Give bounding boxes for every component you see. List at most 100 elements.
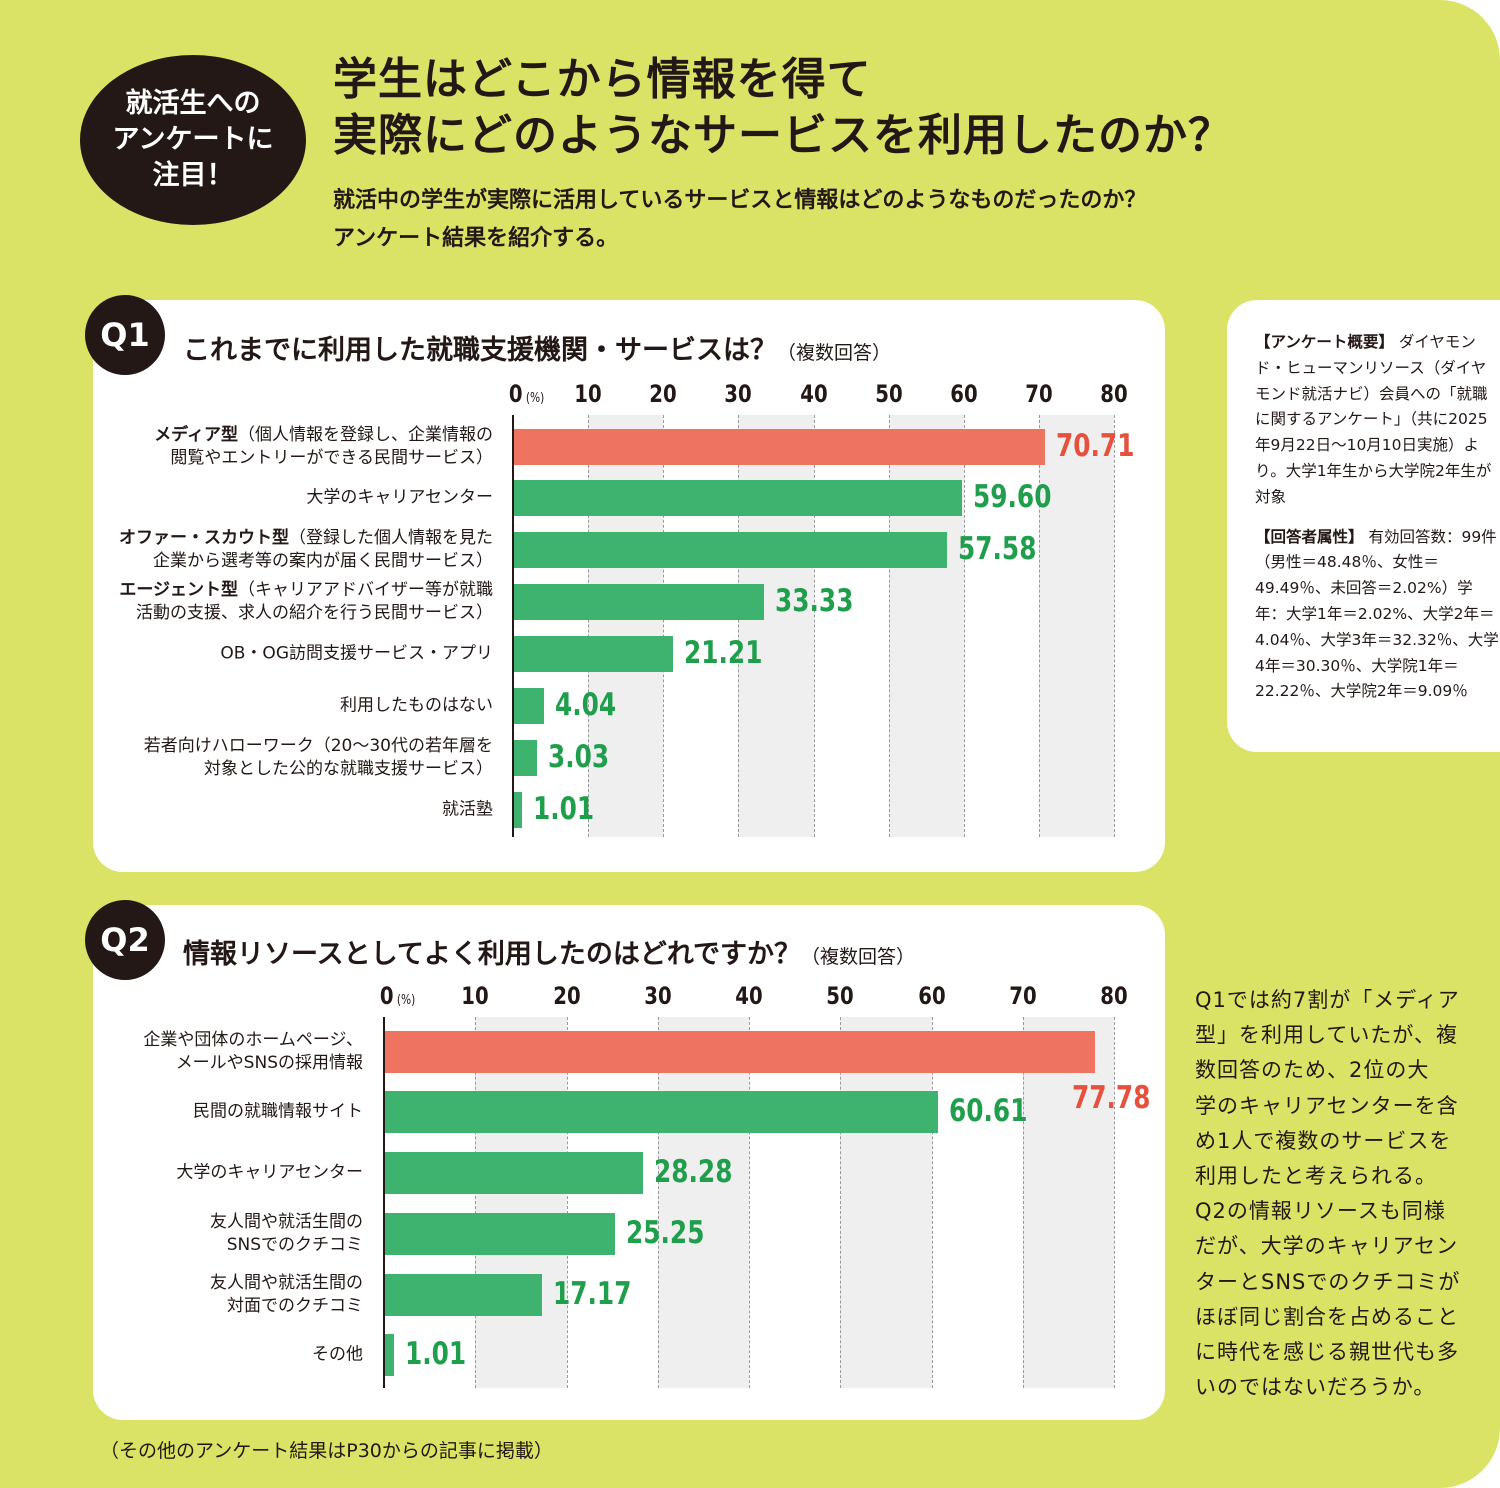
survey-summary: 【アンケート概要】 ダイヤモンド・ヒューマンリソース（ダイヤモンド就活ナビ）会員… xyxy=(1227,300,1500,752)
tick-text: 50 xyxy=(874,380,903,408)
grid-band xyxy=(1022,1017,1114,1388)
tick-label: 60 xyxy=(918,982,945,1010)
tick-text: 30 xyxy=(724,380,753,408)
category-label: OB・OG訪問支援サービス・アプリ xyxy=(220,643,493,666)
category-label: 利用したものはない xyxy=(340,695,493,718)
category-text: 大学のキャリアセンター xyxy=(176,1162,363,1183)
bar xyxy=(385,1334,395,1376)
page-title: 学生はどこから情報を得て 実際にどのようなサービスを利用したのか？ xyxy=(333,54,1233,161)
tick-label: 0 (%) xyxy=(509,380,544,408)
grid-line xyxy=(566,1017,568,1388)
category-label: 友人間や就活生間の SNSでのクチコミ xyxy=(210,1211,363,1257)
grid-band xyxy=(738,415,814,837)
value-label: 25.25 xyxy=(626,1215,705,1251)
category-text: 利用したものはない xyxy=(340,695,493,716)
value-label: 21.21 xyxy=(684,635,763,671)
value-label: 3.03 xyxy=(547,739,609,775)
bar xyxy=(514,480,962,516)
tick-text: 10 xyxy=(461,982,489,1010)
value-label: 59.60 xyxy=(972,479,1052,515)
category-text: （個人情報を登録し、企業情報の 閲覧やエントリーができる民間サービス） xyxy=(170,425,493,468)
category-bold: メディア型 xyxy=(154,425,238,445)
tick-label: 0 (%) xyxy=(380,982,415,1010)
bar xyxy=(514,636,674,672)
category-label: オファー・スカウト型（登録した個人情報を見た 企業から選考等の案内が届く民間サー… xyxy=(119,527,493,573)
grid-line xyxy=(888,415,890,837)
grid-line xyxy=(1114,1017,1115,1388)
category-text: 企業や団体のホームページ、 メールやSNSの採用情報 xyxy=(143,1030,363,1073)
bar xyxy=(385,1091,939,1133)
value-label: 1.01 xyxy=(405,1336,467,1372)
grid-band xyxy=(888,415,964,837)
summary-respondents: 【回答者属性】 有効回答数：99件（男性＝48.48％、女性＝49.49％、未回… xyxy=(1255,525,1500,706)
bar xyxy=(514,584,765,620)
category-label: 民間の就職情報サイト xyxy=(193,1101,363,1124)
category-label: 企業や団体のホームページ、 メールやSNSの採用情報 xyxy=(143,1029,363,1075)
category-text: OB・OG訪問支援サービス・アプリ xyxy=(220,643,493,664)
tick-label: 50 xyxy=(875,380,902,408)
tick-label: 30 xyxy=(725,380,752,408)
grid-line xyxy=(1114,415,1115,837)
category-text: （キャリアアドバイザー等が就職 活動の支援、求人の紹介を行う民間サービス） xyxy=(136,580,493,623)
page-subtitle: 就活中の学生が実際に活用しているサービスと情報はどのようなものだったのか？ アン… xyxy=(333,188,1147,251)
tick-label: 60 xyxy=(950,380,977,408)
category-label: 若者向けハローワーク（20～30代の若年層を 対象とした公的な就職支援サービス） xyxy=(144,735,493,781)
tick-text: 10 xyxy=(574,380,602,408)
grid-line xyxy=(738,415,740,837)
category-text: 若者向けハローワーク（20～30代の若年層を 対象とした公的な就職支援サービス） xyxy=(143,736,493,779)
tick-text: 20 xyxy=(552,982,581,1010)
bar xyxy=(385,1152,644,1194)
grid-line xyxy=(663,415,665,837)
grid-band xyxy=(475,1017,567,1388)
value-label: 77.78 xyxy=(1071,1080,1151,1116)
unit-label: (%) xyxy=(525,391,545,406)
footnote: （その他のアンケート結果はP30からの記事に掲載） xyxy=(100,1440,553,1462)
grid-line xyxy=(588,415,590,837)
axis-line xyxy=(383,1017,385,1388)
value-label: 33.33 xyxy=(775,583,854,619)
q2-title-text: 情報リソースとしてよく利用したのはどれですか？ xyxy=(183,939,802,970)
q1-title-text: これまでに利用した就職支援機関・サービスは？ xyxy=(183,335,777,366)
bar xyxy=(385,1213,616,1255)
tick-text: 40 xyxy=(799,380,828,408)
grid-line xyxy=(475,1017,477,1388)
bar xyxy=(514,740,537,776)
value-label: 57.58 xyxy=(957,531,1037,567)
tick-label: 70 xyxy=(1009,982,1036,1010)
tick-text: 70 xyxy=(1025,380,1053,408)
tick-text: 80 xyxy=(1100,982,1128,1010)
category-bold: オファー・スカウト型 xyxy=(119,528,289,548)
category-label: 就活塾 xyxy=(442,799,493,822)
category-text: 友人間や就活生間の SNSでのクチコミ xyxy=(210,1212,363,1255)
bar xyxy=(385,1274,542,1316)
summary-overview: 【アンケート概要】 ダイヤモンド・ヒューマンリソース（ダイヤモンド就活ナビ）会員… xyxy=(1255,330,1500,511)
tick-text: 60 xyxy=(950,380,978,408)
tick-label: 50 xyxy=(827,982,854,1010)
tick-label: 10 xyxy=(462,982,489,1010)
grid-band xyxy=(657,1017,749,1388)
category-text: 就活塾 xyxy=(442,799,493,820)
tick-label: 40 xyxy=(735,982,762,1010)
tick-label: 70 xyxy=(1025,380,1052,408)
summary-respondents-heading: 【回答者属性】 xyxy=(1255,527,1364,546)
tick-text: 0 xyxy=(508,380,523,408)
category-label: その他 xyxy=(312,1344,363,1367)
category-bold: エージェント型 xyxy=(119,580,238,600)
category-label: エージェント型（キャリアアドバイザー等が就職 活動の支援、求人の紹介を行う民間サ… xyxy=(119,579,493,625)
category-text: 大学のキャリアセンター xyxy=(306,487,493,508)
tick-label: 20 xyxy=(650,380,677,408)
tick-label: 80 xyxy=(1100,982,1127,1010)
tick-text: 40 xyxy=(735,982,763,1010)
grid-band xyxy=(1038,415,1114,837)
category-text: その他 xyxy=(312,1344,363,1365)
category-label: 友人間や就活生間の 対面でのクチコミ xyxy=(210,1272,363,1318)
tick-text: 80 xyxy=(1100,380,1128,408)
bar xyxy=(514,532,947,568)
category-label: 大学のキャリアセンター xyxy=(306,487,493,510)
category-text: 民間の就職情報サイト xyxy=(193,1101,363,1122)
tick-label: 40 xyxy=(800,380,827,408)
value-label: 70.71 xyxy=(1056,428,1135,464)
q1-badge: Q1 xyxy=(85,295,165,375)
q2-title-note: （複数回答） xyxy=(801,946,916,968)
summary-respondents-text: 有効回答数：99件（男性＝48.48％、女性＝49.49％、未回答＝2.02%）… xyxy=(1255,527,1499,701)
